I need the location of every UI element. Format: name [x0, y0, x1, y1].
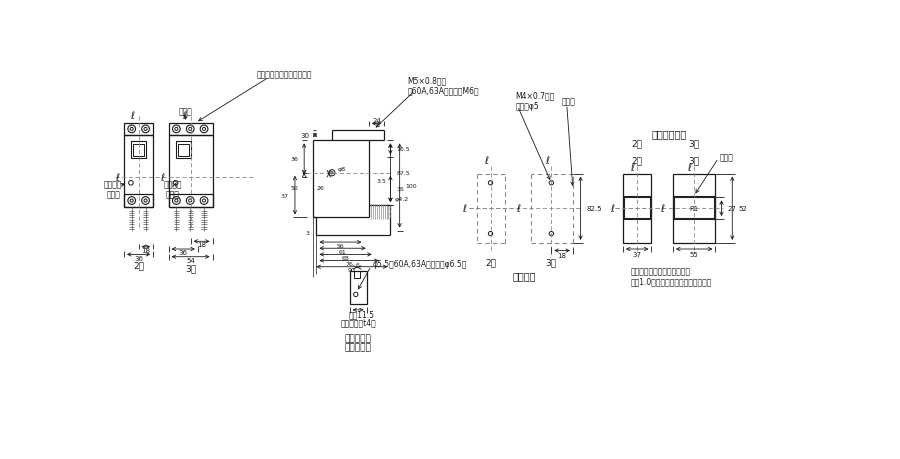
Text: ℓ: ℓ: [544, 155, 549, 165]
Bar: [355, 272, 360, 278]
Text: 2極: 2極: [485, 257, 496, 266]
Text: ℓ: ℓ: [130, 111, 134, 121]
Text: 3: 3: [306, 231, 310, 236]
Text: 36: 36: [179, 250, 188, 256]
Bar: [124, 194, 153, 208]
Text: トリップ
ボタン: トリップ ボタン: [163, 180, 182, 199]
Text: ℓ: ℓ: [115, 173, 119, 183]
Text: 30: 30: [301, 133, 310, 139]
Bar: [178, 144, 189, 157]
Bar: [624, 198, 651, 219]
Text: 導帯加工図: 導帯加工図: [345, 342, 372, 352]
Text: トリップ
ボタン: トリップ ボタン: [104, 180, 122, 199]
Text: 穴明尺法: 穴明尺法: [513, 271, 536, 280]
Text: ℓ: ℓ: [183, 111, 186, 121]
Text: 3極: 3極: [185, 263, 196, 272]
Text: M5×0.8ねじ
（60A,63Aの場合はM6）: M5×0.8ねじ （60A,63Aの場合はM6）: [408, 76, 479, 95]
Text: 61: 61: [338, 249, 346, 254]
Text: 遅断器: 遅断器: [562, 97, 576, 106]
Text: 68: 68: [342, 255, 349, 260]
Text: 2極: 2極: [133, 260, 144, 269]
Text: 35: 35: [397, 187, 404, 192]
Text: 36: 36: [290, 157, 298, 162]
Bar: [673, 174, 716, 243]
Text: ℓ: ℓ: [159, 173, 164, 183]
Text: ℓ: ℓ: [630, 163, 634, 173]
Text: 3極: 3極: [545, 257, 557, 266]
Bar: [168, 123, 212, 136]
Text: 2極: 2極: [631, 156, 643, 165]
Text: 遅断器: 遅断器: [719, 153, 733, 162]
Text: 27: 27: [728, 206, 736, 212]
Text: 56: 56: [337, 243, 345, 248]
Text: φ5.5（60A,63Aの場合はφ6.5）: φ5.5（60A,63Aの場合はφ6.5）: [373, 260, 467, 269]
Text: 26: 26: [316, 185, 324, 190]
Text: 87.5: 87.5: [397, 171, 410, 176]
Text: （導帯最大t4）: （導帯最大t4）: [340, 318, 376, 327]
Text: 絶縁バリア（着脱できる）: 絶縁バリア（着脱できる）: [256, 70, 312, 79]
Bar: [124, 136, 153, 208]
Text: 表板穴明尺法: 表板穴明尺法: [652, 129, 687, 139]
Text: φ8: φ8: [338, 166, 346, 171]
Text: 本体じか付: 本体じか付: [345, 333, 372, 342]
Text: ℓ: ℓ: [463, 204, 466, 214]
Text: 50: 50: [291, 185, 298, 190]
Text: 16.5: 16.5: [397, 147, 410, 152]
Text: 穴明尺法は遅断器窓枚に対し
片妁1.0の隙間をもたせたものです。: 穴明尺法は遅断器窓枚に対し 片妁1.0の隙間をもたせたものです。: [631, 266, 712, 285]
Bar: [130, 142, 147, 159]
Text: φ4.2: φ4.2: [394, 197, 409, 202]
Text: ℓ: ℓ: [517, 204, 520, 214]
Text: ℓ: ℓ: [661, 204, 664, 214]
Text: 55: 55: [689, 251, 698, 257]
Bar: [674, 198, 715, 219]
Text: 82.5: 82.5: [587, 206, 602, 212]
Text: 3極: 3極: [688, 156, 699, 165]
Text: 3極: 3極: [688, 139, 699, 148]
Text: 6: 6: [356, 263, 359, 267]
Text: M4×0.7ねじ
またはφ5: M4×0.7ねじ またはφ5: [515, 91, 554, 111]
Bar: [168, 136, 212, 208]
Text: 最大11.5: 最大11.5: [349, 309, 374, 319]
Text: 2極: 2極: [631, 139, 643, 148]
Text: R1: R1: [689, 206, 698, 212]
Text: 37: 37: [281, 193, 289, 198]
Bar: [168, 194, 212, 208]
Bar: [176, 142, 191, 159]
Text: 3.5: 3.5: [376, 179, 386, 184]
Bar: [133, 144, 144, 157]
Text: 18: 18: [141, 247, 150, 253]
Text: 37: 37: [633, 251, 642, 257]
Text: 36: 36: [134, 256, 143, 262]
Text: 18: 18: [197, 242, 206, 248]
Text: 54: 54: [186, 257, 195, 263]
Bar: [349, 272, 366, 304]
Text: 76: 76: [345, 262, 353, 267]
Text: 52: 52: [738, 206, 747, 212]
Text: 24: 24: [373, 118, 381, 123]
Bar: [623, 174, 652, 243]
Text: 100: 100: [406, 184, 418, 189]
Text: 取付穴: 取付穴: [179, 106, 193, 116]
Bar: [124, 123, 153, 136]
Text: 18: 18: [558, 252, 567, 258]
Text: ℓ: ℓ: [610, 204, 614, 214]
Text: ℓ: ℓ: [484, 155, 488, 165]
Text: 90: 90: [348, 268, 356, 273]
Text: ℓ: ℓ: [688, 163, 691, 173]
